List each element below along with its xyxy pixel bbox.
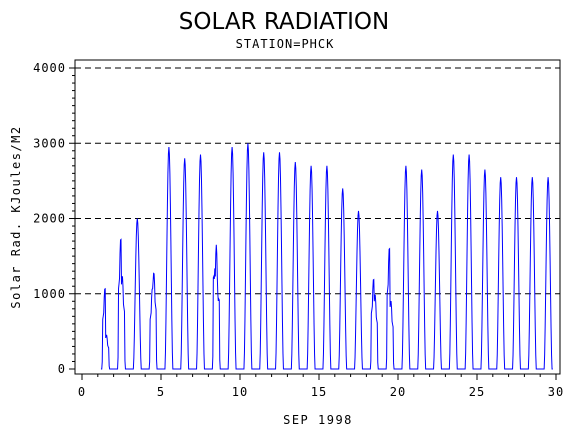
chart-subtitle: STATION=PHCK — [236, 37, 335, 51]
x-tick-label: 10 — [232, 385, 248, 399]
y-tick-label: 4000 — [33, 61, 66, 75]
gridlines — [75, 67, 560, 295]
y-tick-label: 2000 — [33, 212, 66, 226]
chart-title: SOLAR RADIATION — [179, 9, 389, 35]
y-axis-label: Solar Rad. KJoules/M2 — [9, 125, 23, 308]
y-tick-label: 0 — [58, 362, 66, 376]
series-line — [100, 143, 553, 370]
x-axis-label: SEP 1998 — [283, 413, 353, 427]
axes: 0 1000 2000 3000 4000 0 5 10 15 20 25 30 — [33, 61, 564, 399]
y-tick-label: 1000 — [33, 287, 66, 301]
x-tick-label: 5 — [157, 385, 165, 399]
x-tick-label: 25 — [469, 385, 485, 399]
plot-frame — [74, 59, 561, 375]
x-tick-label: 20 — [390, 385, 406, 399]
x-tick-label: 30 — [548, 385, 564, 399]
x-tick-label: 0 — [78, 385, 86, 399]
y-tick-label: 3000 — [33, 136, 66, 150]
data-series — [100, 143, 553, 370]
x-tick-label: 15 — [311, 385, 327, 399]
